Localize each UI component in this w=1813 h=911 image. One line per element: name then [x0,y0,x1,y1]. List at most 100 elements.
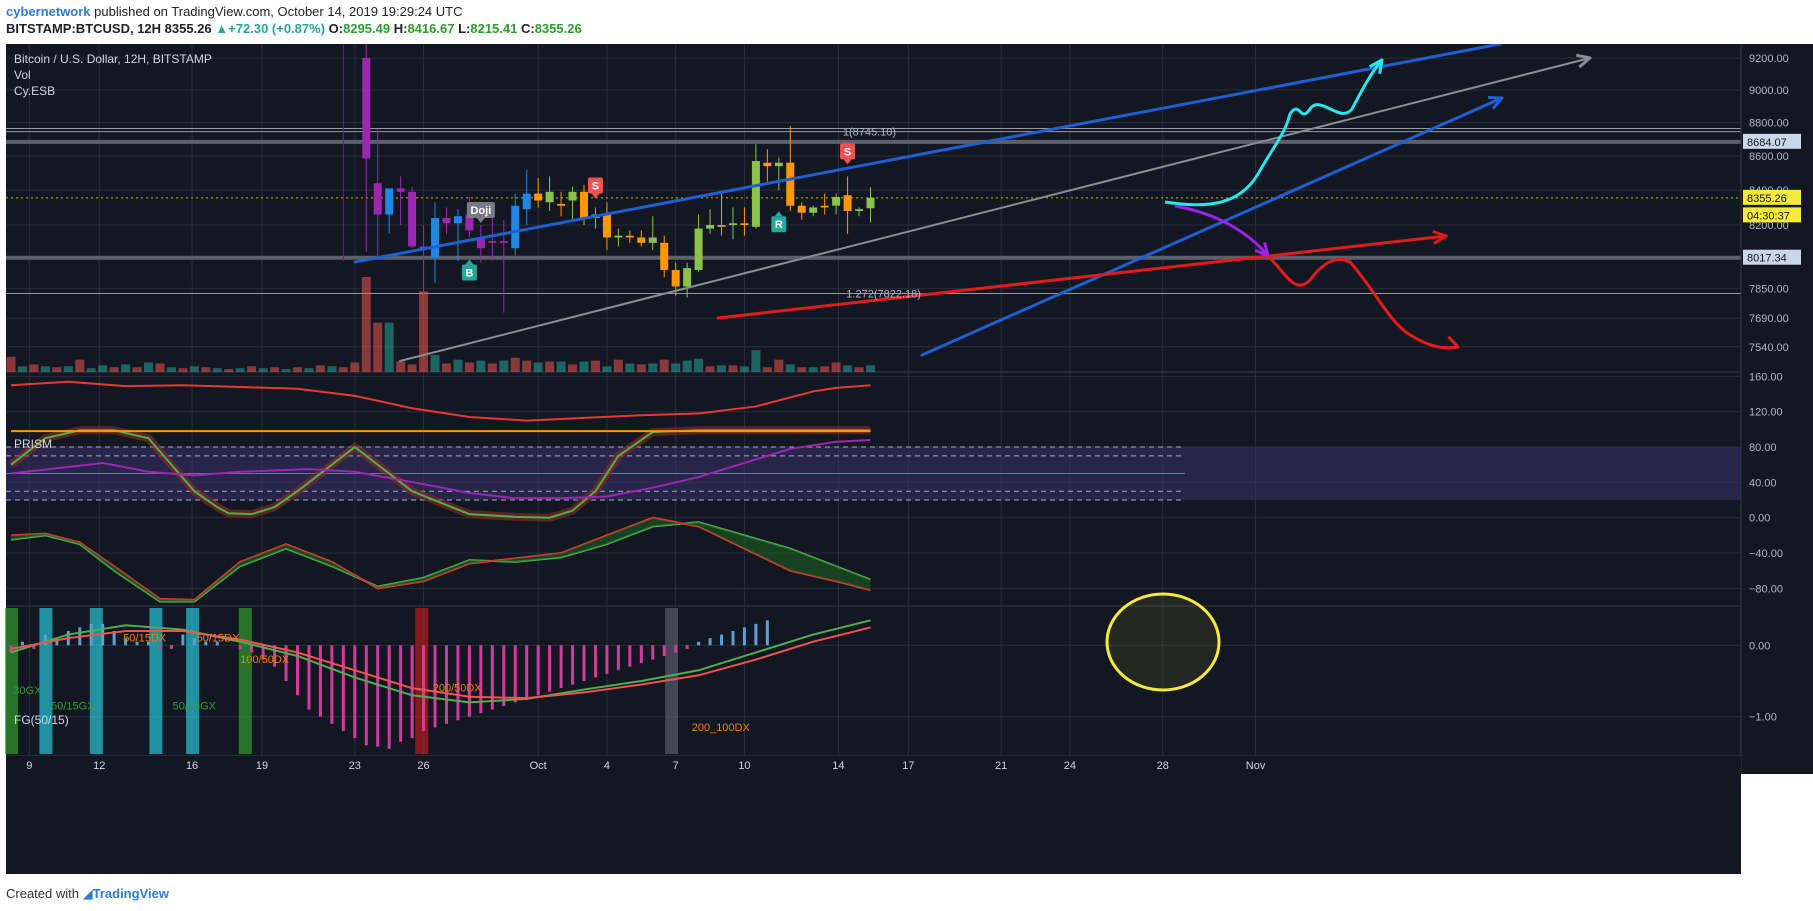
volume-bar [866,365,875,372]
signal-bar [89,608,103,754]
pattern-badge [771,216,787,233]
histogram-bar [387,645,391,749]
volume-bar [464,362,474,372]
close-label: C: [520,21,535,36]
fg-title: FG(50/15) [14,713,69,727]
candle-body [499,241,508,243]
candle-body [534,193,543,201]
histogram-bar [720,634,724,646]
volume-bar [235,368,245,372]
volume-bar [327,366,337,372]
histogram-bar [456,645,460,721]
histogram-bar [20,641,24,646]
volume-bars [6,277,875,372]
volume-bar [396,361,406,372]
fib-label: 1(8745.10) [843,127,896,139]
volume-bar [315,365,325,372]
candle-body [866,197,875,209]
pattern-label: S [592,181,599,193]
volume-bar [762,367,772,372]
signal-bar [149,608,163,754]
horizontal-levels [6,128,1741,294]
candle-body [637,237,646,243]
tradingview-link[interactable]: TradingView [92,886,169,901]
pattern-badge [840,143,856,160]
pattern-badge [587,177,603,194]
legend-cy-esb: Cy.ESB [14,84,55,98]
volume-bar [648,363,658,372]
histogram-bar [43,634,47,646]
volume-bar [820,366,830,372]
histogram-bar [582,645,586,681]
cross-label: 200/50DX [433,683,483,695]
histogram-bar [651,645,655,660]
volume-bar [270,367,280,372]
candle-body [522,193,531,210]
time-tick-label: 4 [604,760,610,772]
time-tick-label: 19 [256,760,268,772]
pattern-label: R [775,219,783,231]
histogram-bar [399,645,403,742]
histogram-bar [215,641,219,646]
volume-bar [808,367,818,372]
volume-bar [499,360,509,372]
legend: Bitcoin / U.S. Dollar, 12H, BITSTAMP Vol… [14,52,212,727]
legend-title: Bitcoin / U.S. Dollar, 12H, BITSTAMP [14,52,212,66]
pattern-badge [461,264,477,281]
volume-bar [476,360,486,372]
time-tick-label: 14 [832,760,844,772]
histogram-bar [674,645,678,653]
fib-label: 1.272(7822.18) [846,289,921,301]
prism-tick-label: 40.00 [1749,477,1777,489]
last-price: 8355.26 [164,21,212,36]
upper-channel-line [353,44,1502,264]
histogram-bar [55,638,59,646]
histogram-bar [697,641,701,646]
author-link[interactable]: cybernetwork [6,4,91,19]
volume-bar [441,363,451,372]
histogram-bar [284,645,288,681]
histogram-bar [250,645,254,653]
price-tick-label: 8800.00 [1749,118,1789,130]
volume-bar [774,359,784,372]
pattern-marker: Doji [466,201,495,223]
histogram-bar [238,645,242,649]
candle-body [797,205,806,213]
candle-body [809,207,818,213]
histogram-bar [742,627,746,646]
close-value: 8355.26 [534,21,582,36]
volume-bar [613,359,623,372]
candle-body [545,191,554,203]
price-tag [1743,189,1801,205]
candle-body [763,162,772,167]
arrow-head [1487,96,1504,110]
histogram-bar [422,645,426,731]
volume-bar [189,366,199,372]
pattern-pointer [843,159,852,165]
candle-body [465,214,474,231]
volume-bar [682,360,692,372]
pattern-label: B [465,267,473,279]
chart-canvas[interactable]: Doji B S R S 1(8745.10) 1.272(7822.18) 30GX 50… [0,44,1813,882]
cross-label: 30GX [13,685,42,697]
time-tick-label: 9 [26,760,32,772]
arrow-head [1443,335,1460,350]
volume-bar [522,360,532,372]
volume-bar [533,362,543,372]
trend-drawings: 1(8745.10) 1.272(7822.18) [353,44,1592,362]
volume-bar [258,368,268,372]
histogram-bar [616,645,620,671]
volume-bar [751,350,761,372]
fg-slow-line [10,626,871,700]
arrow-head [1432,229,1448,245]
histogram-bar [548,645,552,692]
volume-bar [556,361,566,372]
volume-bar [579,361,589,372]
publish-line: cybernetwork published on TradingView.co… [6,4,463,19]
pattern-marker: S [587,177,603,199]
volume-bar [6,356,16,372]
volume-bar [121,364,131,372]
histogram-bar [571,645,575,685]
histogram-bar [9,645,13,653]
fg-fast-line [10,619,871,704]
